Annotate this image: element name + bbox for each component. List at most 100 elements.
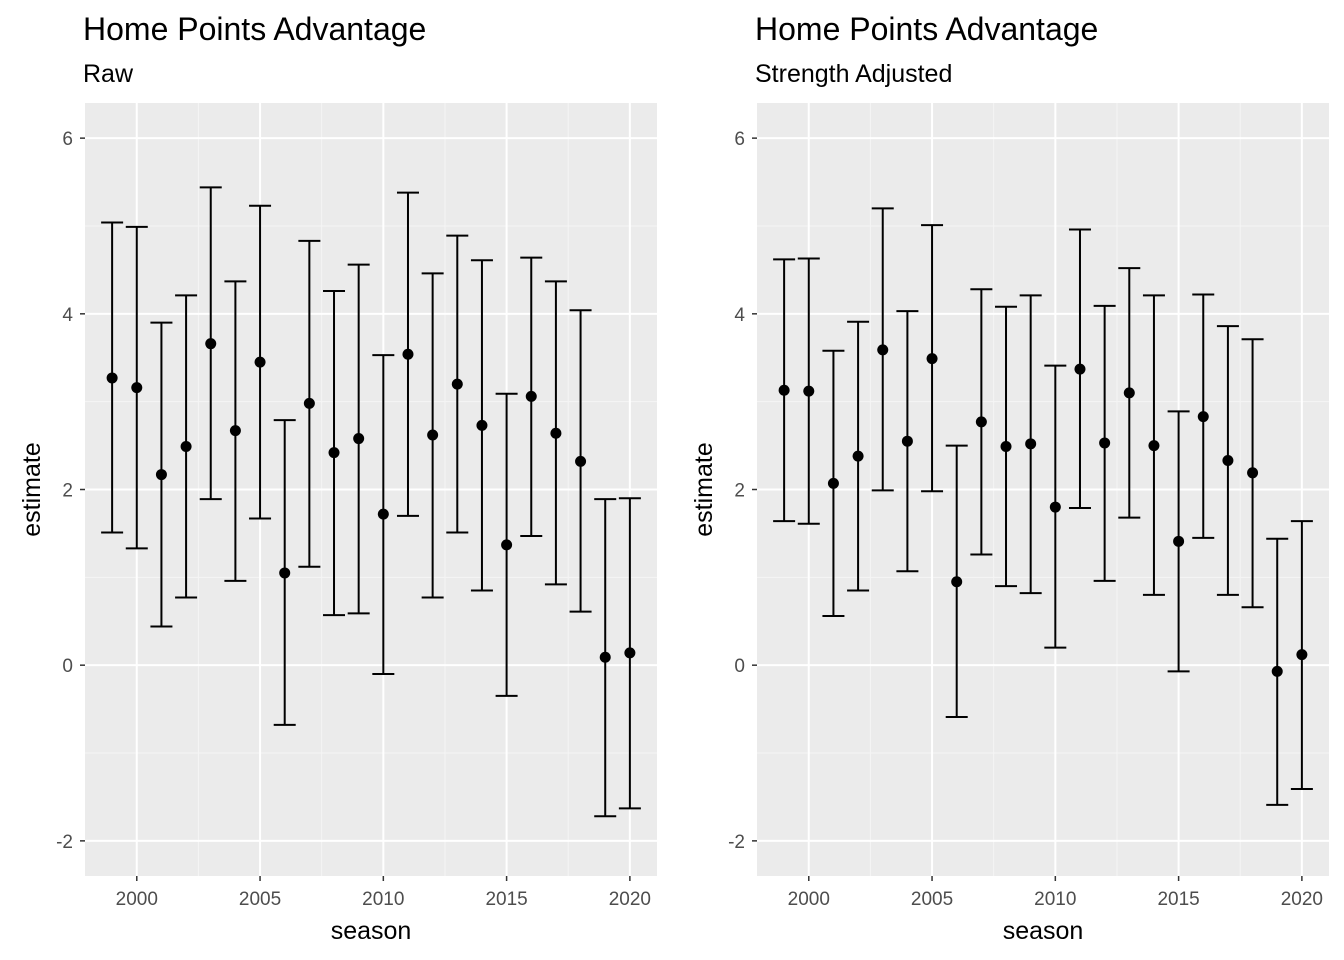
error-bar [544,280,567,586]
data-point [155,469,167,481]
data-point [1247,467,1259,479]
error-bar [1266,537,1289,806]
error-bar [594,498,617,818]
data-point [926,353,938,365]
error-bar [421,272,444,599]
error-bar [520,256,543,538]
data-point [451,378,463,390]
y-tick-label: 4 [62,305,73,326]
y-tick-label: 2 [734,481,745,502]
data-point [254,356,266,368]
error-bar [1068,228,1091,509]
data-point [951,576,963,588]
data-point [1074,363,1086,375]
error-bar [1093,304,1116,582]
error-bar [396,191,419,517]
y-tick-label: 6 [734,129,745,150]
data-point [1222,455,1234,467]
error-bar [1192,293,1215,539]
data-point [476,419,488,431]
y-axis-title: estimate [18,442,46,536]
data-point [1099,437,1111,449]
x-tick-label: 2020 [1281,889,1323,910]
y-tick-label: 0 [734,656,745,677]
data-point [377,508,389,520]
error-bar [1290,520,1313,791]
x-tick-label: 2005 [911,889,953,910]
y-axis-title: estimate [690,442,718,536]
error-bar [822,349,845,617]
data-point [427,429,439,441]
data-point [877,344,889,356]
y-tick-label: -2 [728,832,745,853]
error-bar [495,392,518,697]
x-axis-title: season [1003,917,1084,945]
data-point [205,338,217,350]
error-bar [797,257,820,525]
x-tick-label: 2010 [362,889,404,910]
x-axis-title: season [331,917,412,945]
error-bar [1241,338,1264,609]
error-bar [249,204,272,520]
data-point [1000,440,1012,452]
error-bar [101,221,124,534]
error-bar [773,258,796,523]
data-point [402,348,414,360]
y-tick-label: -2 [56,832,73,853]
data-point [1271,665,1283,677]
error-bar [175,294,198,599]
data-point [131,382,143,394]
error-bar [323,289,346,617]
data-point [303,397,315,409]
y-tick-label: 4 [734,305,745,326]
x-tick-label: 2005 [239,889,281,910]
error-bar [1044,364,1067,649]
error-bar [199,186,222,501]
y-tick-label: 0 [62,656,73,677]
error-bar [446,234,469,534]
y-tick-label: 6 [62,129,73,150]
x-tick-label: 2010 [1034,889,1076,910]
data-point [778,384,790,396]
x-tick-label: 2000 [116,889,158,910]
error-bar [1142,294,1165,596]
data-point [599,651,611,663]
error-bar [1019,294,1042,595]
error-bar [995,305,1018,588]
x-tick-label: 2000 [788,889,830,910]
error-bar [871,207,894,492]
error-bar [470,259,493,592]
chart-title: Home Points Advantage [755,11,1098,47]
error-bar [896,310,919,573]
data-point [180,440,192,452]
error-bar [618,497,641,810]
error-bar [273,419,296,726]
data-point [803,385,815,397]
error-bar [1216,325,1239,596]
data-point [1148,440,1160,452]
data-point [328,447,340,459]
data-point [279,567,291,579]
data-point [975,416,987,428]
x-tick-label: 2020 [609,889,651,910]
data-point [1296,649,1308,661]
data-point [575,455,587,467]
error-bar [372,354,395,675]
data-point [229,425,241,437]
chart-subtitle: Strength Adjusted [755,60,952,88]
error-bar [921,224,944,493]
x-tick-label: 2015 [485,889,527,910]
data-point [1197,411,1209,423]
data-point [1123,387,1135,399]
data-point [1173,535,1185,547]
error-bar [970,288,993,556]
data-point [106,372,118,384]
data-point [550,427,562,439]
chart-title: Home Points Advantage [83,11,426,47]
data-point [624,647,636,659]
error-bar [224,280,247,582]
data-point [353,433,365,445]
error-bar [1118,267,1141,519]
chart-panel-2: Home Points Advantage Strength Adjusted -2… [690,11,1329,945]
